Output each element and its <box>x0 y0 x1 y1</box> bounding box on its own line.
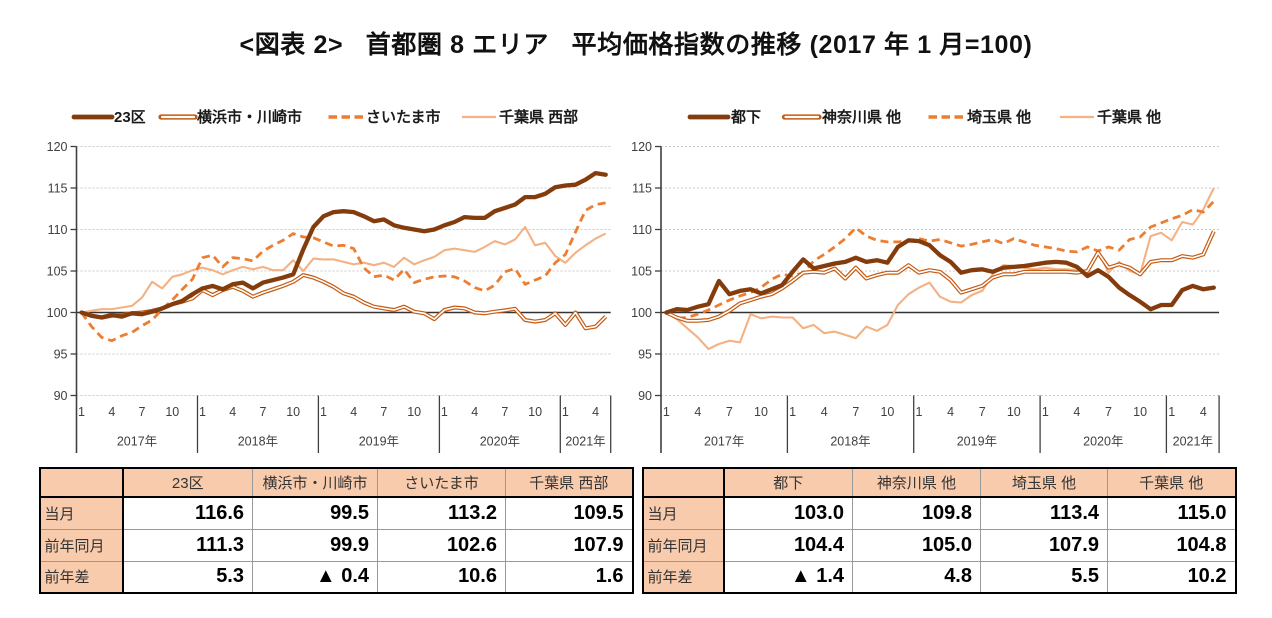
svg-text:4: 4 <box>350 405 357 419</box>
svg-text:2017年: 2017年 <box>117 435 157 449</box>
svg-text:7: 7 <box>979 405 986 419</box>
svg-text:7: 7 <box>501 405 508 419</box>
svg-text:4: 4 <box>821 405 828 419</box>
svg-text:4: 4 <box>1073 405 1080 419</box>
svg-text:1: 1 <box>78 405 85 419</box>
svg-text:2019年: 2019年 <box>359 435 399 449</box>
svg-text:105: 105 <box>631 265 652 279</box>
svg-text:1: 1 <box>663 405 670 419</box>
svg-text:2021年: 2021年 <box>565 435 605 449</box>
svg-text:95: 95 <box>54 348 68 362</box>
svg-text:2020年: 2020年 <box>480 435 520 449</box>
svg-text:120: 120 <box>47 140 68 154</box>
svg-text:都下: 都下 <box>730 109 761 126</box>
svg-text:4: 4 <box>947 405 954 419</box>
svg-text:4: 4 <box>1200 405 1207 419</box>
svg-text:2018年: 2018年 <box>830 435 870 449</box>
svg-text:1: 1 <box>916 405 923 419</box>
svg-text:10: 10 <box>1007 405 1021 419</box>
svg-text:1: 1 <box>320 405 327 419</box>
svg-text:横浜市・川崎市: 横浜市・川崎市 <box>197 108 302 126</box>
svg-text:埼玉県 他: 埼玉県 他 <box>967 108 1031 126</box>
svg-text:2017年: 2017年 <box>704 435 744 449</box>
svg-text:115: 115 <box>48 182 68 196</box>
svg-text:4: 4 <box>694 405 701 419</box>
svg-text:10: 10 <box>528 405 542 419</box>
svg-text:7: 7 <box>852 405 859 419</box>
svg-text:1: 1 <box>562 405 569 419</box>
svg-text:10: 10 <box>286 405 300 419</box>
svg-text:10: 10 <box>754 405 768 419</box>
svg-text:10: 10 <box>407 405 421 419</box>
svg-text:4: 4 <box>108 405 115 419</box>
svg-text:100: 100 <box>631 306 652 320</box>
svg-text:120: 120 <box>631 140 652 154</box>
svg-text:2018年: 2018年 <box>238 435 278 449</box>
svg-text:110: 110 <box>48 223 68 237</box>
svg-text:千葉県 他: 千葉県 他 <box>1097 108 1161 126</box>
svg-text:105: 105 <box>47 265 68 279</box>
svg-text:115: 115 <box>632 182 652 196</box>
svg-text:4: 4 <box>592 405 599 419</box>
svg-text:2019年: 2019年 <box>957 435 997 449</box>
svg-text:7: 7 <box>139 405 146 419</box>
svg-text:10: 10 <box>880 405 894 419</box>
svg-text:1: 1 <box>199 405 206 419</box>
svg-text:4: 4 <box>471 405 478 419</box>
svg-text:1: 1 <box>1042 405 1049 419</box>
svg-text:1: 1 <box>789 405 796 419</box>
svg-text:千葉県 西部: 千葉県 西部 <box>499 108 578 126</box>
svg-text:90: 90 <box>54 389 68 403</box>
svg-text:95: 95 <box>638 348 652 362</box>
svg-text:10: 10 <box>1133 405 1147 419</box>
svg-text:7: 7 <box>726 405 733 419</box>
svg-text:23区: 23区 <box>114 109 146 126</box>
svg-text:4: 4 <box>229 405 236 419</box>
svg-text:2021年: 2021年 <box>1173 435 1213 449</box>
svg-text:10: 10 <box>165 405 179 419</box>
svg-text:2020年: 2020年 <box>1083 435 1123 449</box>
svg-text:7: 7 <box>380 405 387 419</box>
svg-text:100: 100 <box>47 306 68 320</box>
svg-text:7: 7 <box>1105 405 1112 419</box>
svg-text:神奈川県 他: 神奈川県 他 <box>822 108 901 126</box>
svg-text:1: 1 <box>441 405 448 419</box>
svg-text:7: 7 <box>260 405 267 419</box>
svg-text:110: 110 <box>632 223 652 237</box>
svg-text:さいたま市: さいたま市 <box>366 108 441 126</box>
svg-text:1: 1 <box>1168 405 1175 419</box>
svg-text:90: 90 <box>638 389 652 403</box>
